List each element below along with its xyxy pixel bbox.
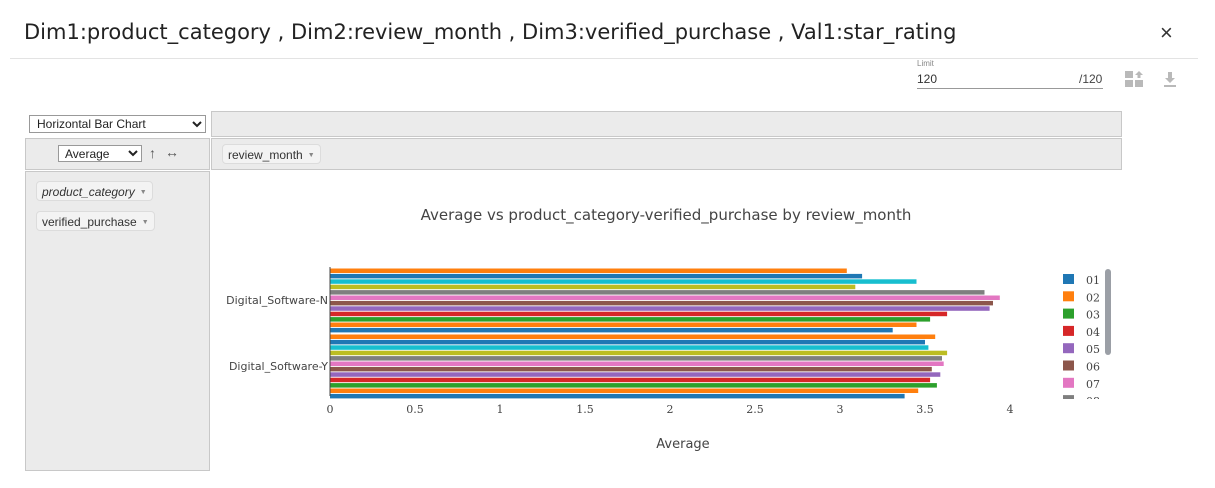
legend-label: 02 [1086, 291, 1100, 304]
field-label: review_month [228, 148, 303, 162]
row-fields-area[interactable]: product_category ▼ verified_purchase ▼ [25, 171, 210, 471]
sort-order-icon[interactable]: ↑ [149, 145, 156, 161]
bar[interactable] [330, 327, 893, 333]
bar[interactable] [330, 322, 917, 328]
bar[interactable] [330, 273, 863, 279]
aggregator-cell: Average ↑ ↔ [25, 138, 210, 170]
bar[interactable] [330, 300, 993, 306]
legend-label: 03 [1086, 309, 1100, 322]
column-fields-area[interactable]: review_month ▼ [211, 138, 1122, 170]
legend-item[interactable]: 01 [1063, 274, 1100, 287]
bar[interactable] [330, 311, 948, 317]
bar[interactable] [330, 350, 948, 356]
field-filter-caret-icon[interactable]: ▼ [139, 189, 147, 196]
legend-label: 07 [1086, 378, 1100, 391]
legend-item[interactable]: 06 [1063, 360, 1100, 374]
legend-label: 01 [1086, 274, 1100, 287]
x-axis-title: Average [656, 437, 709, 452]
limit-input[interactable] [917, 70, 1103, 89]
legend-swatch [1063, 377, 1074, 388]
bar[interactable] [330, 388, 919, 394]
row-field-pill[interactable]: verified_purchase ▼ [36, 211, 155, 231]
aggregator-select[interactable]: Average [58, 145, 142, 162]
bar[interactable] [330, 372, 941, 377]
y-tick-label: Digital_Software-N [226, 294, 328, 307]
x-tick-label: 0.5 [406, 403, 424, 416]
bar[interactable] [330, 356, 942, 361]
download-icon[interactable] [1160, 69, 1180, 89]
axes-group: Digital_Software-N Digital_Software-Y 0 0.5… [226, 267, 1014, 416]
bars-group [330, 268, 1000, 399]
bar[interactable] [330, 361, 944, 367]
x-tick-label: 3 [837, 403, 844, 416]
bar[interactable] [330, 334, 936, 340]
x-tick-label: 2 [667, 403, 674, 416]
x-tick-label: 1 [497, 403, 504, 416]
limit-label: Limit [917, 59, 934, 68]
legend-swatch [1063, 360, 1074, 371]
legend-item[interactable]: 05 [1063, 343, 1100, 356]
legend-item[interactable]: 02 [1063, 291, 1100, 304]
row-field-pill[interactable]: product_category ▼ [36, 181, 153, 201]
dialog-title: Dim1:product_category , Dim2:review_mont… [24, 20, 957, 44]
legend-item[interactable]: 03 [1063, 308, 1100, 322]
legend-swatch [1063, 343, 1074, 354]
x-tick-label: 0 [327, 403, 334, 416]
x-tick-label: 1.5 [576, 403, 594, 416]
legend-scrollbar[interactable] [1105, 269, 1111, 355]
bar[interactable] [330, 366, 932, 372]
field-label: product_category [42, 185, 135, 199]
chart-title: Average vs product_category-verified_pur… [421, 206, 912, 225]
legend-swatch [1063, 291, 1074, 302]
legend-swatch [1063, 274, 1074, 284]
y-tick-label: Digital_Software-Y [229, 360, 328, 373]
limit-max: /120 [1079, 72, 1103, 86]
swap-axes-icon[interactable]: ↔ [165, 144, 179, 160]
field-filter-caret-icon[interactable]: ▼ [307, 152, 315, 159]
legend-label: 04 [1086, 326, 1100, 339]
close-icon[interactable]: × [1160, 20, 1173, 45]
x-tick-label: 3.5 [916, 403, 934, 416]
field-filter-caret-icon[interactable]: ▼ [141, 219, 149, 226]
legend-clip [1055, 399, 1105, 419]
bar[interactable] [330, 317, 931, 322]
bar[interactable] [330, 383, 937, 388]
bar[interactable] [330, 306, 990, 311]
legend-label: 05 [1086, 343, 1100, 356]
legend-label: 06 [1086, 361, 1100, 374]
bar[interactable] [330, 290, 985, 295]
legend-swatch [1063, 308, 1074, 319]
unused-fields-area[interactable] [211, 111, 1122, 137]
x-tick-label: 2.5 [746, 403, 764, 416]
swap-layout-icon[interactable] [1124, 69, 1144, 89]
header-divider [10, 58, 1198, 59]
column-field-pill[interactable]: review_month ▼ [222, 144, 321, 164]
bar[interactable] [330, 377, 931, 383]
bar[interactable] [330, 268, 847, 274]
legend-item[interactable]: 07 [1063, 377, 1100, 391]
renderer-select[interactable]: Horizontal Bar Chart [29, 115, 206, 133]
legend: 0102030405060708 [1055, 274, 1105, 419]
bar[interactable] [330, 393, 905, 399]
bar[interactable] [330, 295, 1000, 301]
bar[interactable] [330, 339, 925, 345]
field-label: verified_purchase [42, 215, 137, 229]
bar[interactable] [330, 284, 856, 290]
legend-swatch [1063, 325, 1074, 336]
legend-item[interactable]: 04 [1063, 325, 1100, 339]
bar[interactable] [330, 345, 929, 350]
bar[interactable] [330, 279, 917, 284]
x-tick-label: 4 [1007, 403, 1014, 416]
